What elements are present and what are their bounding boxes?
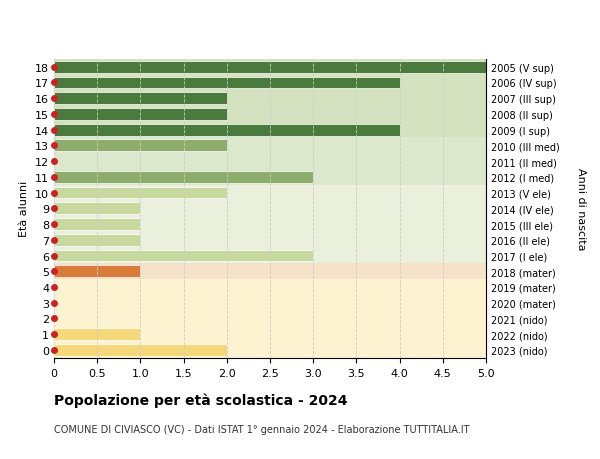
Text: Popolazione per età scolastica - 2024: Popolazione per età scolastica - 2024 (54, 392, 347, 407)
Bar (54, 91, 486, 107)
Bar (54, 154, 486, 169)
Y-axis label: Anni di nascita: Anni di nascita (576, 168, 586, 250)
Bar (54, 185, 486, 201)
Bar (54, 60, 486, 75)
Bar (54, 187, 227, 199)
Bar (54, 280, 486, 295)
Text: COMUNE DI CIVIASCO (VC) - Dati ISTAT 1° gennaio 2024 - Elaborazione TUTTITALIA.I: COMUNE DI CIVIASCO (VC) - Dati ISTAT 1° … (54, 425, 470, 435)
Y-axis label: Età alunni: Età alunni (19, 181, 29, 237)
Bar (54, 250, 313, 262)
Bar (54, 124, 400, 136)
Bar (54, 140, 227, 152)
Bar (54, 123, 486, 138)
Bar (54, 109, 227, 121)
Bar (54, 172, 313, 183)
Bar (54, 169, 486, 185)
Bar (54, 342, 486, 358)
Bar (54, 344, 227, 356)
Bar (54, 248, 486, 264)
Bar (54, 266, 140, 278)
Bar (54, 203, 140, 215)
Bar (54, 138, 486, 154)
Bar (54, 311, 486, 327)
Bar (54, 327, 486, 342)
Bar (54, 217, 486, 232)
Bar (54, 329, 140, 341)
Bar (54, 232, 486, 248)
Bar (54, 295, 486, 311)
Bar (54, 62, 486, 73)
Bar (54, 218, 140, 230)
Bar (54, 93, 227, 105)
Bar (54, 264, 486, 280)
Bar (54, 235, 140, 246)
Bar (54, 75, 486, 91)
Bar (54, 77, 400, 89)
Bar (54, 201, 486, 217)
Bar (54, 107, 486, 123)
